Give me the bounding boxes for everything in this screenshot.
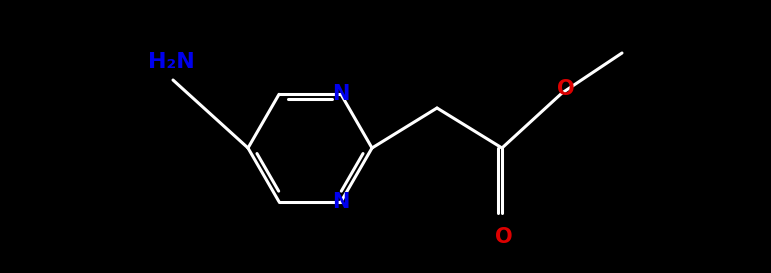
Text: N: N bbox=[332, 192, 350, 212]
Text: H₂N: H₂N bbox=[147, 52, 194, 72]
Text: O: O bbox=[557, 79, 575, 99]
Text: O: O bbox=[495, 227, 513, 247]
Text: N: N bbox=[332, 84, 350, 104]
